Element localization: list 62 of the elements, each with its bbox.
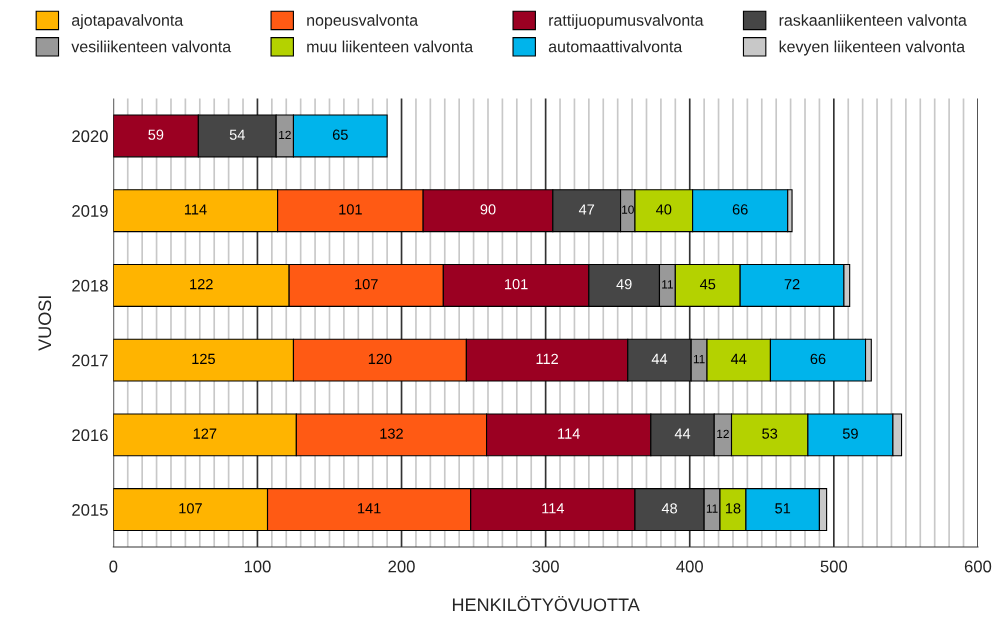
data-label: 12 bbox=[279, 130, 291, 139]
data-label: 114 bbox=[184, 204, 207, 215]
legend-label: muu liikenteen valvonta bbox=[307, 40, 474, 53]
data-label: 54 bbox=[229, 129, 245, 140]
data-label: 107 bbox=[355, 278, 378, 290]
legend-label: nopeusvalvonta bbox=[307, 14, 419, 30]
x-axis-title: HENKILÖTYÖVUOTTA bbox=[452, 595, 640, 612]
data-label: 45 bbox=[699, 279, 716, 290]
y-tick-label: 2019 bbox=[72, 205, 108, 217]
data-label: 18 bbox=[725, 503, 741, 514]
data-label: 65 bbox=[332, 129, 348, 140]
data-label: 107 bbox=[179, 503, 202, 514]
data-label: 48 bbox=[661, 503, 678, 514]
y-axis-title: VUOSI bbox=[38, 296, 52, 351]
x-tick-label: 0 bbox=[109, 560, 118, 573]
y-tick-label: 2020 bbox=[72, 130, 108, 143]
y-tick-label: 2016 bbox=[72, 429, 108, 442]
legend-label: vesiliikenteen valvonta bbox=[71, 40, 232, 53]
x-tick-label: 500 bbox=[820, 560, 848, 573]
data-label: 53 bbox=[762, 428, 778, 439]
y-tick-label: 2018 bbox=[72, 279, 108, 292]
data-label: 141 bbox=[358, 503, 381, 514]
legend-label: raskaanliikenteen valvonta bbox=[779, 14, 967, 26]
legend-label: kevyen liikenteen valvonta bbox=[779, 40, 966, 56]
data-label: 44 bbox=[651, 353, 668, 364]
data-label: 132 bbox=[380, 428, 403, 439]
data-label: 114 bbox=[542, 503, 565, 514]
x-tick-label: 300 bbox=[532, 560, 559, 573]
x-tick-label: 400 bbox=[676, 560, 703, 573]
data-label: 44 bbox=[674, 428, 691, 439]
data-label: 127 bbox=[193, 428, 217, 439]
data-label: 11 bbox=[693, 355, 705, 364]
data-label: 125 bbox=[192, 353, 215, 365]
x-tick-label: 600 bbox=[964, 560, 992, 573]
data-label: 114 bbox=[558, 428, 580, 439]
data-label: 11 bbox=[662, 280, 673, 289]
data-label: 47 bbox=[578, 204, 595, 215]
data-label: 101 bbox=[339, 204, 362, 215]
data-label: 66 bbox=[732, 204, 748, 215]
data-label: 112 bbox=[536, 353, 558, 364]
legend-label: automaattivalvonta bbox=[548, 40, 683, 53]
data-label: 66 bbox=[810, 353, 826, 365]
data-label: 44 bbox=[730, 353, 747, 364]
data-label: 122 bbox=[190, 278, 213, 290]
data-label: 101 bbox=[505, 278, 528, 290]
y-tick-label: 2017 bbox=[72, 354, 108, 367]
data-label: 59 bbox=[842, 428, 858, 439]
data-label: 51 bbox=[775, 503, 791, 514]
legend-label: rattijuopumusvalvonta bbox=[549, 14, 704, 30]
data-label: 59 bbox=[148, 129, 164, 140]
data-label: 90 bbox=[480, 204, 496, 215]
legend-label: ajotapavalvonta bbox=[71, 14, 184, 30]
data-label: 10 bbox=[622, 205, 634, 214]
data-label: 40 bbox=[656, 204, 672, 215]
x-tick-label: 100 bbox=[244, 560, 271, 573]
data-label: 12 bbox=[717, 429, 729, 438]
data-label: 120 bbox=[368, 353, 392, 365]
data-label: 49 bbox=[616, 278, 632, 290]
data-label: 11 bbox=[706, 504, 718, 513]
data-label: 72 bbox=[784, 278, 800, 290]
x-tick-label: 200 bbox=[388, 560, 415, 573]
y-tick-label: 2015 bbox=[72, 504, 108, 516]
